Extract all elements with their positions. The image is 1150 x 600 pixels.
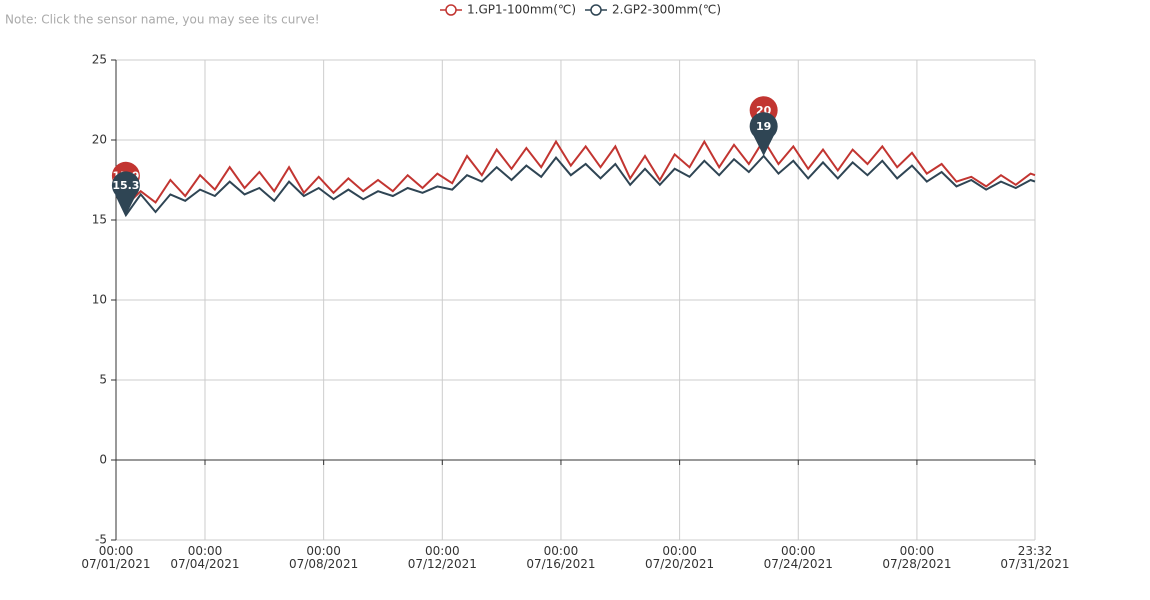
x-tick-label: 00:00 07/12/2021 [407, 544, 477, 571]
legend-label: 2.GP2-300mm(℃) [612, 3, 721, 17]
series-line [115, 154, 1036, 218]
note: Note: Click the sensor name, you may see… [5, 13, 320, 27]
y-tick-label: 0 [99, 453, 107, 467]
legend-icon [590, 4, 602, 16]
legend-item[interactable]: 2.GP2-300mm(℃) [585, 3, 721, 17]
x-tick-label: 00:00 07/24/2021 [763, 544, 833, 571]
y-tick-label: 25 [92, 53, 107, 67]
y-tick-label: 10 [92, 293, 107, 307]
x-tick-label: 00:00 07/16/2021 [526, 544, 596, 571]
y-tick-label: 20 [92, 133, 107, 147]
y-tick-label: -5 [95, 533, 107, 547]
legend-label: 1.GP1-100mm(℃) [467, 3, 576, 17]
mark-point-label: 15.3 [112, 179, 139, 192]
mark-point-label: 19 [756, 120, 771, 133]
legend-item[interactable]: 1.GP1-100mm(℃) [440, 3, 576, 17]
mark-point [111, 171, 140, 216]
y-tick-label: 5 [99, 373, 107, 387]
y-tick-label: 15 [92, 213, 107, 227]
legend-icon [445, 4, 457, 16]
x-tick-label: 00:00 07/01/2021 [81, 544, 151, 571]
x-tick-label: 00:00 07/20/2021 [645, 544, 715, 571]
series-line [115, 138, 1036, 208]
x-tick-label: 23:32 07/31/2021 [1000, 544, 1070, 571]
x-tick-label: 00:00 07/08/2021 [289, 544, 359, 571]
mark-point [749, 112, 778, 156]
x-tick-label: 00:00 07/04/2021 [170, 544, 240, 571]
x-tick-label: 00:00 07/28/2021 [882, 544, 952, 571]
